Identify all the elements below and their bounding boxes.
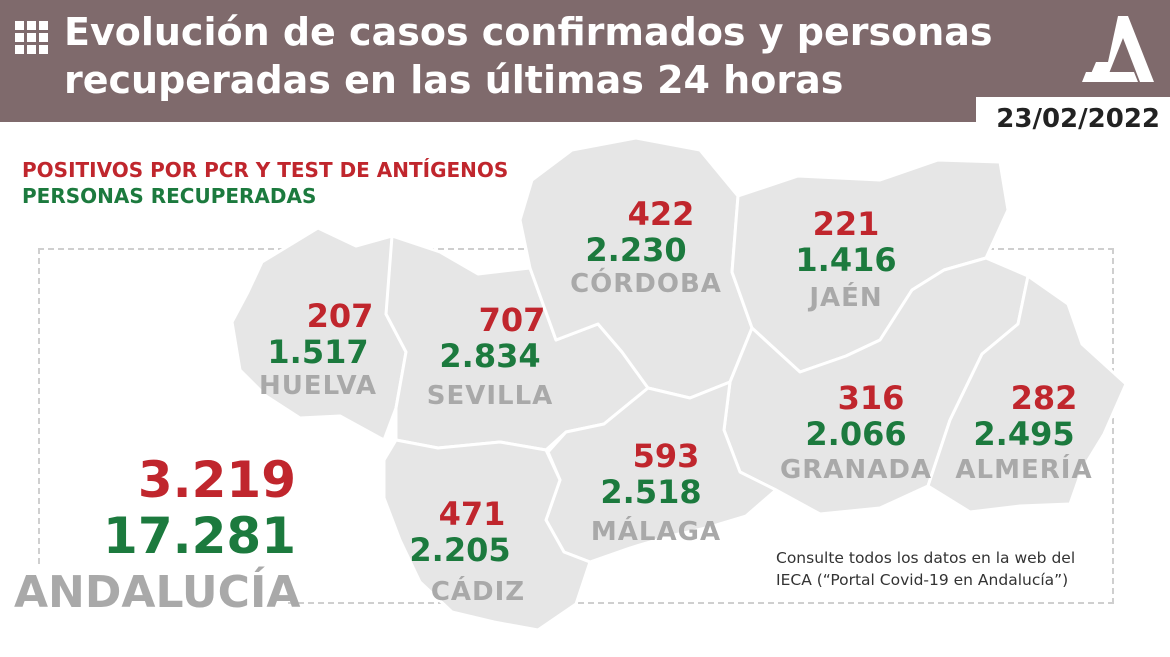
grid-icon [15, 21, 48, 54]
report-date: 23/02/2022 [996, 104, 1160, 134]
andalucia-recovered: 17.281 [103, 507, 296, 565]
note-line-1: Consulte todos los datos en la web del [776, 549, 1076, 567]
province-label-cordoba: 422 2.230 CÓRDOBA [566, 196, 726, 300]
andalucia-name: ANDALUCÍA [14, 566, 301, 620]
province-label-almeria: 282 2.495 ALMERÍA [944, 380, 1104, 486]
province-label-jaen: 221 1.416 JAÉN [766, 206, 926, 314]
cordoba-positives: 422 [627, 195, 695, 233]
sevilla-recovered: 2.834 [439, 337, 541, 375]
huelva-positives: 207 [306, 297, 374, 335]
legend-recovered: PERSONAS RECUPERADAS [22, 184, 317, 208]
jaen-name: JAÉN [809, 283, 883, 313]
almeria-positives: 282 [1010, 379, 1078, 417]
province-malaga [544, 380, 778, 564]
almeria-recovered: 2.495 [973, 415, 1075, 453]
title-line-1: Evolución de casos confirmados y persona… [64, 10, 993, 54]
province-almeria [926, 274, 1128, 514]
page-title: Evolución de casos confirmados y persona… [64, 8, 1024, 104]
granada-name: GRANADA [779, 455, 933, 485]
sevilla-name: SEVILLA [426, 381, 554, 411]
source-note: Consulte todos los datos en la web del I… [776, 547, 1106, 591]
cadiz-positives: 471 [438, 495, 506, 533]
province-cadiz [382, 438, 592, 632]
cordoba-recovered: 2.230 [585, 231, 687, 269]
cordoba-name: CÓRDOBA [570, 269, 722, 299]
province-label-sevilla: 707 2.834 SEVILLA [410, 302, 570, 412]
note-line-2: IECA (“Portal Covid-19 en Andalucía”) [776, 571, 1069, 589]
granada-recovered: 2.066 [805, 415, 907, 453]
legend-positives: POSITIVOS POR PCR Y TEST DE ANTÍGENOS [22, 158, 509, 182]
jaen-recovered: 1.416 [795, 241, 897, 279]
huelva-name: HUELVA [258, 371, 378, 401]
province-label-granada: 316 2.066 GRANADA [776, 380, 936, 486]
jaen-positives: 221 [812, 205, 880, 243]
title-line-2: recuperadas en las últimas 24 horas [64, 58, 844, 102]
malaga-positives: 593 [632, 437, 700, 475]
junta-andalucia-logo [1082, 16, 1154, 82]
date-box: 23/02/2022 [976, 97, 1170, 147]
huelva-recovered: 1.517 [267, 333, 369, 371]
almeria-name: ALMERÍA [955, 455, 1093, 485]
malaga-recovered: 2.518 [600, 473, 702, 511]
header-banner: Evolución de casos confirmados y persona… [0, 0, 1170, 122]
sevilla-positives: 707 [478, 301, 546, 339]
granada-positives: 316 [837, 379, 905, 417]
andalucia-positives: 3.219 [137, 451, 296, 509]
cadiz-recovered: 2.205 [409, 531, 511, 569]
province-label-malaga: 593 2.518 MÁLAGA [576, 438, 736, 548]
malaga-name: MÁLAGA [590, 517, 722, 547]
province-label-huelva: 207 1.517 HUELVA [238, 298, 398, 402]
province-huelva [230, 226, 408, 442]
cadiz-name: CÁDIZ [430, 577, 526, 607]
province-label-cadiz: 471 2.205 CÁDIZ [390, 496, 550, 608]
